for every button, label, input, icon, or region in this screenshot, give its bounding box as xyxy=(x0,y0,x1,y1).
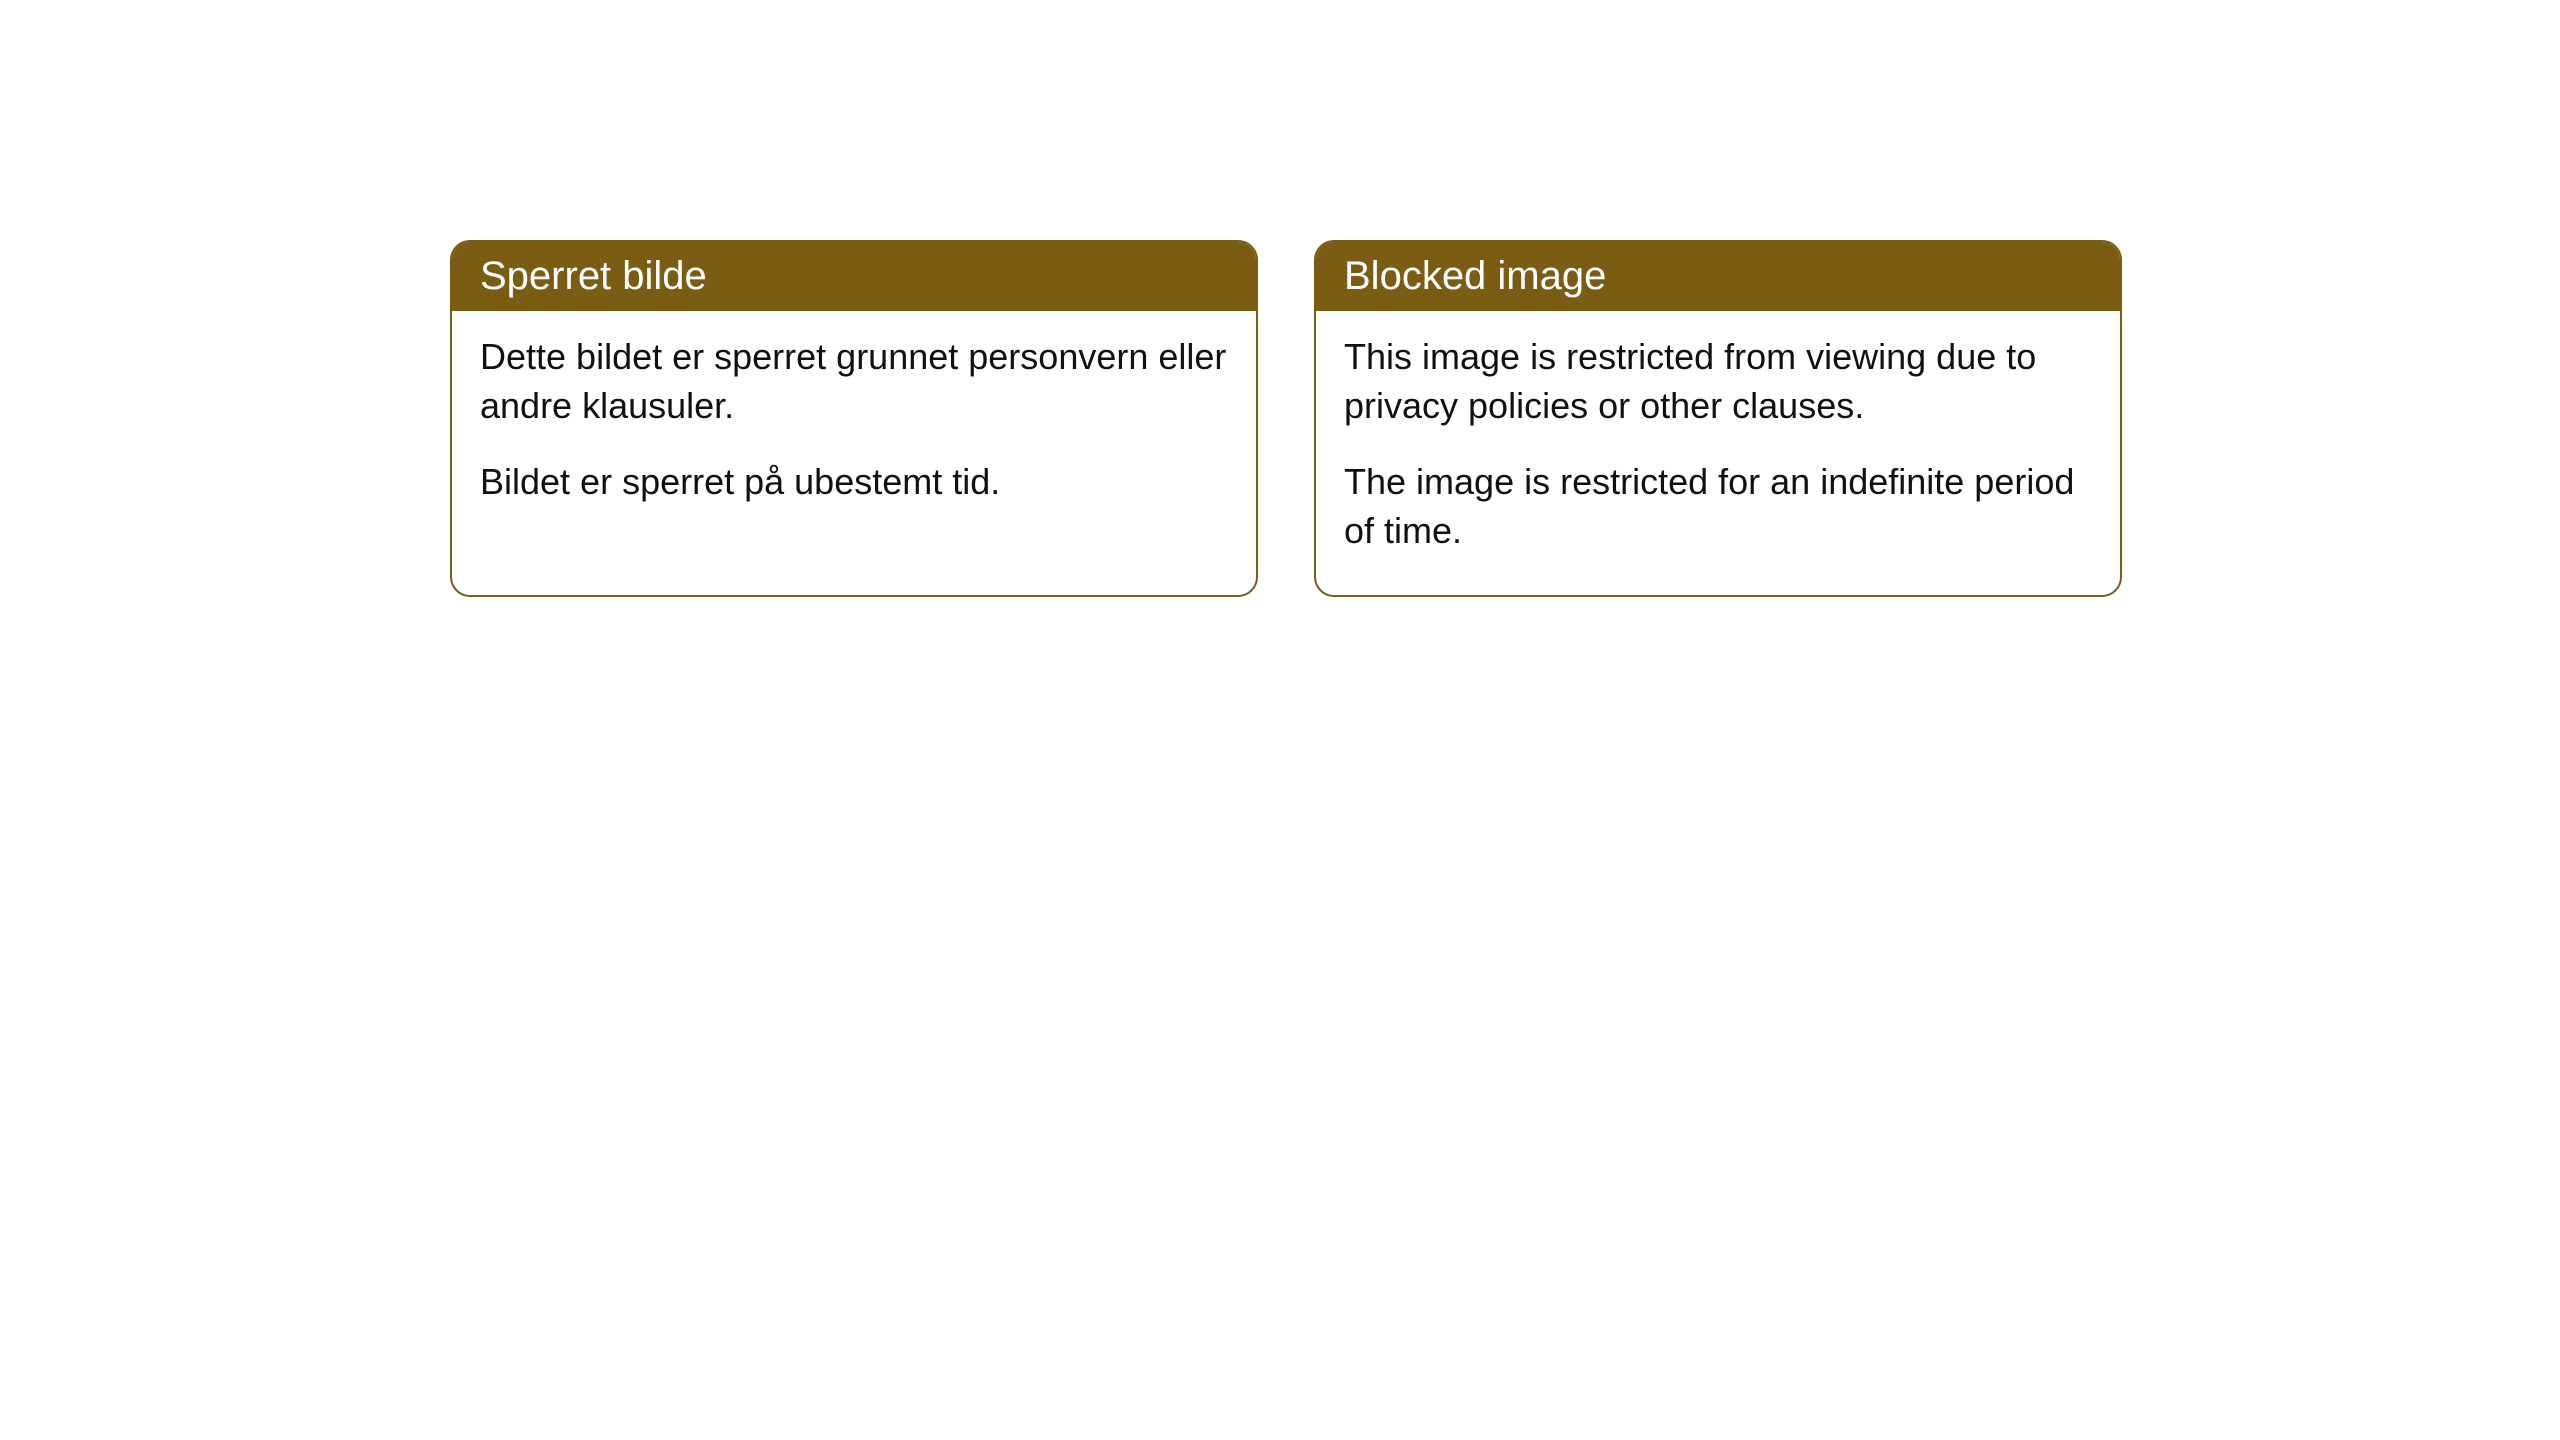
card-header: Sperret bilde xyxy=(452,242,1256,311)
card-title: Blocked image xyxy=(1344,254,1606,298)
blocked-image-card-english: Blocked image This image is restricted f… xyxy=(1314,240,2122,597)
card-paragraph: Bildet er sperret på ubestemt tid. xyxy=(480,458,1228,507)
card-paragraph: Dette bildet er sperret grunnet personve… xyxy=(480,333,1228,430)
card-body: Dette bildet er sperret grunnet personve… xyxy=(452,311,1256,547)
card-header: Blocked image xyxy=(1316,242,2120,311)
blocked-image-card-norwegian: Sperret bilde Dette bildet er sperret gr… xyxy=(450,240,1258,597)
card-body: This image is restricted from viewing du… xyxy=(1316,311,2120,595)
card-paragraph: This image is restricted from viewing du… xyxy=(1344,333,2092,430)
notice-cards-container: Sperret bilde Dette bildet er sperret gr… xyxy=(450,240,2560,597)
card-paragraph: The image is restricted for an indefinit… xyxy=(1344,458,2092,555)
card-title: Sperret bilde xyxy=(480,254,707,298)
